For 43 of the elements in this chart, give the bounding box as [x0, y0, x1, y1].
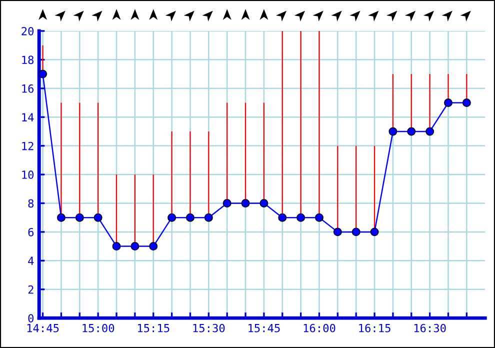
point: [314, 213, 324, 222]
point: [186, 213, 194, 222]
y-tick-label: 6: [28, 228, 34, 236]
x-tick-label: 15:45: [248, 324, 280, 332]
point: [444, 98, 452, 107]
point: [370, 228, 379, 236]
point: [388, 127, 398, 136]
y-tick-label: 16: [22, 84, 34, 93]
point: [112, 242, 121, 251]
y-tick-label: 8: [28, 199, 34, 208]
point: [204, 213, 213, 222]
point: [149, 242, 158, 251]
point: [130, 242, 140, 251]
x-tick-label: 15:15: [138, 324, 170, 332]
x-tick-label: 16:30: [414, 324, 446, 332]
y-tick-label: 4: [28, 256, 34, 265]
point: [333, 228, 342, 236]
x-tick-label: 15:00: [82, 324, 114, 332]
x-tick-label: 14:45: [27, 324, 59, 332]
point: [278, 213, 287, 222]
point: [462, 98, 471, 107]
y-tick-label: 0: [28, 314, 34, 322]
x-tick-label: 16:15: [359, 324, 390, 332]
y-tick-label: 10: [22, 170, 34, 179]
point: [94, 213, 102, 222]
y-tick-label: 18: [22, 56, 34, 64]
point: [56, 213, 66, 222]
point: [39, 70, 48, 78]
point: [75, 213, 84, 222]
point: [260, 198, 268, 208]
x-tick-label: 15:30: [193, 324, 225, 332]
x-tick-label: 16:00: [304, 324, 336, 332]
point: [241, 198, 250, 208]
y-tick-label: 20: [22, 26, 34, 36]
y-tick-label: 14: [22, 113, 34, 122]
point: [426, 127, 434, 136]
y-tick-label: 2: [28, 285, 34, 294]
point: [407, 127, 416, 136]
point: [222, 198, 232, 208]
point: [352, 228, 360, 236]
y-tick-label: 12: [22, 142, 34, 150]
point: [296, 213, 306, 222]
point: [168, 213, 176, 222]
